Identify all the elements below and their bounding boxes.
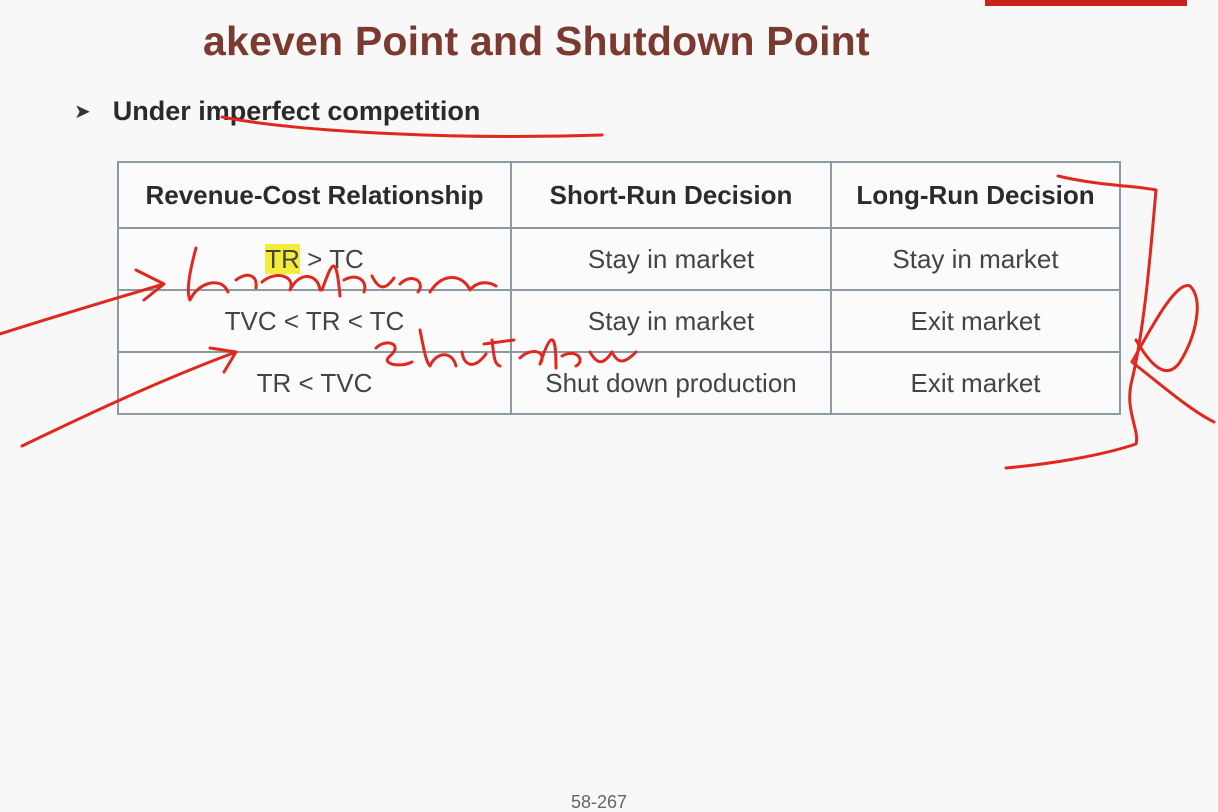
highlighted-text: TR [265, 243, 300, 274]
short-run-cell: Stay in market [510, 227, 832, 291]
page-number: 58-267 [571, 792, 628, 812]
arrow-bullet-icon: ➤ [74, 101, 91, 123]
corner-brand-bar [985, 0, 1187, 6]
decision-table: Revenue-Cost Relationship Short-Run Deci… [117, 161, 1121, 415]
bullet-text: Under imperfect competition [112, 96, 481, 126]
table-header-row: Revenue-Cost Relationship Short-Run Deci… [117, 161, 1121, 229]
table-row: TVC < TR < TC Stay in market Exit market [117, 289, 1121, 353]
relationship-text: > TC [299, 243, 364, 274]
relationship-cell: TR > TC [117, 227, 512, 291]
relationship-cell: TVC < TR < TC [117, 289, 512, 353]
column-header: Long-Run Decision [830, 161, 1121, 229]
short-run-cell: Shut down production [510, 351, 832, 415]
bullet-point: ➤ Under imperfect competition [74, 96, 480, 127]
table-row: TR < TVC Shut down production Exit marke… [117, 351, 1121, 415]
slide-title: akeven Point and Shutdown Point [203, 18, 870, 64]
column-header: Revenue-Cost Relationship [117, 161, 512, 229]
short-run-cell: Stay in market [510, 289, 832, 353]
table-row: TR > TC Stay in market Stay in market [117, 227, 1121, 291]
long-run-cell: Stay in market [830, 227, 1121, 291]
long-run-cell: Exit market [830, 289, 1121, 353]
relationship-cell: TR < TVC [117, 351, 512, 415]
column-header: Short-Run Decision [510, 161, 832, 229]
long-run-cell: Exit market [830, 351, 1121, 415]
letter-k-mark [1130, 284, 1216, 424]
